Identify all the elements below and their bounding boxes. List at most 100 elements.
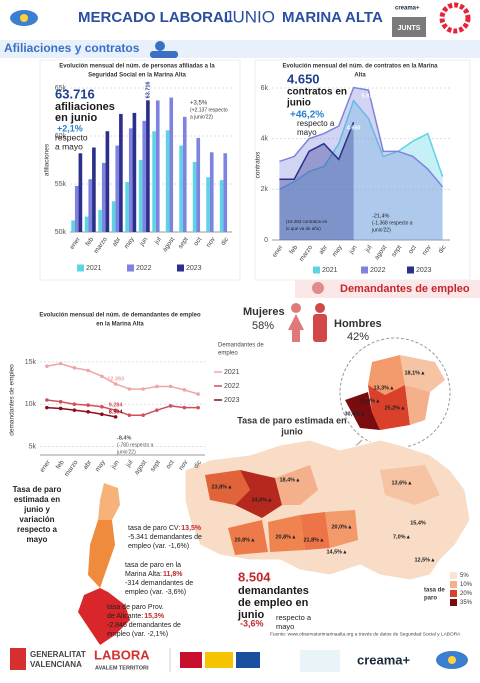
point [127, 387, 132, 391]
point [155, 408, 159, 412]
footer-logo: AVALEM TERRITORI [95, 665, 149, 671]
map-area [235, 470, 282, 518]
legend-title: paro [424, 596, 437, 602]
map-label: 21,8%▲ [303, 537, 324, 543]
point [141, 387, 145, 391]
gender-value: 58% [252, 320, 274, 332]
value-label: 12.393 [107, 376, 124, 382]
legend-label: 2022 [224, 383, 240, 390]
x-tick-label: feb [288, 244, 299, 256]
section-icon [150, 51, 178, 58]
map-label: 14,5%▲ [326, 549, 347, 555]
region-text: empleo (var. -3,6%) [125, 589, 186, 596]
kpi-text: respecto a [297, 119, 335, 128]
bar [88, 179, 93, 232]
x-tick-label: oct [193, 236, 204, 247]
woman-icon [291, 303, 301, 313]
map-area [205, 470, 250, 505]
map-area [368, 355, 405, 395]
point [58, 361, 63, 366]
legend-swatch [127, 264, 134, 272]
note: lo que va de año) [286, 226, 321, 231]
bar [219, 180, 224, 232]
point [168, 404, 173, 408]
source: Fuente: www.observatorimarinaalta.org a … [270, 631, 461, 637]
footer-logo: LABORA [94, 647, 150, 662]
y-tick-label: 2k [261, 186, 269, 193]
bar [111, 201, 116, 232]
chart-title: en la Marina Alta [96, 322, 144, 328]
man-icon [315, 303, 325, 313]
region-text: -5.341 demandantes de [128, 534, 202, 541]
region-rate: 13,5% [181, 525, 202, 532]
yoy-text: junio'22) [116, 449, 136, 455]
bar [105, 131, 110, 232]
x-tick-label: feb [84, 236, 95, 248]
yoy-text: a junio'22) [190, 114, 213, 120]
x-tick-label: jul [153, 236, 163, 247]
bar [84, 216, 89, 232]
section-title: Demandantes de empleo [340, 283, 470, 295]
x-tick-label: dic [193, 459, 204, 470]
bar [209, 152, 214, 232]
map-label: 23,8%▲ [211, 484, 232, 490]
legend-label: 2023 [416, 267, 432, 274]
value-label: 5.918 [362, 94, 376, 100]
chart-title: Evolución mensual del núm. de demandante… [39, 313, 201, 319]
point [58, 406, 63, 411]
y-axis-title: afiliaciones [44, 143, 51, 176]
bar [165, 130, 170, 232]
line [46, 406, 116, 418]
region-label: tasa de paro Prov. [107, 604, 164, 611]
gender-label: Hombres [334, 318, 382, 330]
chart-title: Evolución mensual del núm. de personas a… [59, 64, 215, 70]
chart-title: Alta [354, 73, 366, 79]
regions-title: mayo [27, 535, 48, 544]
map-label: 18,1%▲ [404, 370, 425, 376]
legend-label: 35% [460, 600, 473, 606]
point [100, 412, 104, 416]
gov-logo [180, 652, 202, 668]
legend-label: 2021 [224, 369, 240, 376]
bar [125, 182, 129, 232]
yoy-change: +3,5% [190, 101, 208, 107]
footer-logo: VALENCIANA [30, 660, 82, 669]
regions-title: variación [19, 515, 54, 524]
legend-title: Demandantes de [218, 343, 264, 349]
y-tick-label: 4k [261, 136, 269, 143]
legend-label: 2021 [322, 267, 338, 274]
point [100, 404, 104, 409]
bar [223, 153, 228, 232]
region-castellon [98, 483, 120, 520]
bar [115, 145, 120, 232]
x-tick-label: dic [220, 236, 231, 247]
region-label: tasa de paro en la [125, 562, 181, 569]
legend-swatch [450, 590, 457, 597]
point [182, 405, 187, 410]
map-label: 18,4%▲ [279, 477, 300, 483]
x-tick-label: jun [138, 236, 150, 248]
map-area [325, 510, 358, 548]
bar [206, 177, 210, 232]
point [155, 384, 159, 389]
gv-emblem [10, 648, 26, 670]
gov-logo [236, 652, 260, 668]
yoy-text: (-780 respecto a [117, 442, 154, 448]
legend-label: 2023 [224, 397, 240, 404]
map-area [228, 520, 268, 555]
bar [142, 120, 147, 232]
partner-logo [300, 650, 340, 672]
map-title: Tasa de paro estimada en [237, 415, 346, 425]
gender-label: Mujeres [243, 306, 285, 318]
point [86, 410, 90, 414]
kpi-change: +46,2% [290, 110, 324, 121]
bar [138, 160, 143, 232]
map-label: 7,0%▲ [393, 534, 411, 540]
x-tick-label: jun [347, 244, 359, 256]
panel [254, 59, 471, 281]
footer-logo: creama+ [357, 652, 411, 667]
kpi-text: junio [286, 98, 311, 109]
x-tick-label: abr [82, 458, 94, 470]
y-tick-label: 15k [25, 359, 37, 366]
